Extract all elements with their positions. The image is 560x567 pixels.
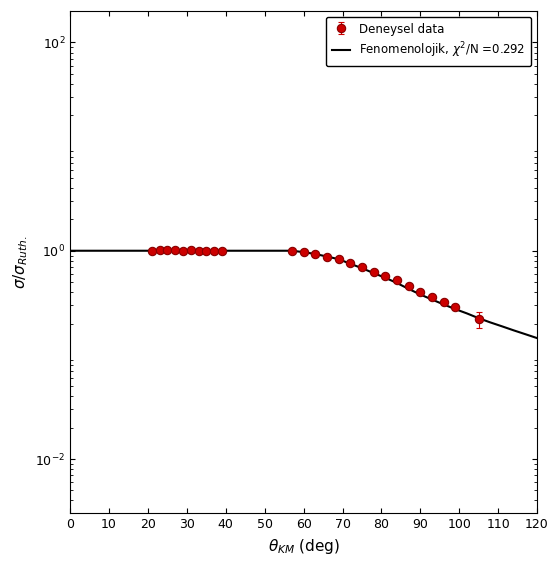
Fenomenolojik, $\chi^2$/N =0.292 <box>222 247 229 254</box>
Fenomenolojik, $\chi^2$/N =0.292 <box>464 310 470 317</box>
Fenomenolojik, $\chi^2$/N =0.292 <box>242 247 249 254</box>
Fenomenolojik, $\chi^2$/N =0.292 <box>475 315 482 321</box>
Fenomenolojik, $\chi^2$/N =0.292 <box>262 247 268 254</box>
Fenomenolojik, $\chi^2$/N =0.292 <box>106 247 113 254</box>
Fenomenolojik, $\chi^2$/N =0.292 <box>164 247 171 254</box>
Y-axis label: $\sigma/\sigma_{Ruth.}$: $\sigma/\sigma_{Ruth.}$ <box>11 235 30 289</box>
Fenomenolojik, $\chi^2$/N =0.292 <box>203 247 209 254</box>
Fenomenolojik, $\chi^2$/N =0.292 <box>510 327 517 334</box>
Fenomenolojik, $\chi^2$/N =0.292 <box>281 247 287 254</box>
Fenomenolojik, $\chi^2$/N =0.292 <box>370 270 377 277</box>
Fenomenolojik, $\chi^2$/N =0.292 <box>358 265 365 272</box>
Fenomenolojik, $\chi^2$/N =0.292 <box>440 301 447 308</box>
Fenomenolojik, $\chi^2$/N =0.292 <box>522 331 529 337</box>
Fenomenolojik, $\chi^2$/N =0.292 <box>288 247 295 254</box>
Fenomenolojik, $\chi^2$/N =0.292 <box>405 286 412 293</box>
Line: Fenomenolojik, $\chi^2$/N =0.292: Fenomenolojik, $\chi^2$/N =0.292 <box>70 251 537 338</box>
Fenomenolojik, $\chi^2$/N =0.292 <box>324 253 330 260</box>
Fenomenolojik, $\chi^2$/N =0.292 <box>347 260 354 267</box>
Fenomenolojik, $\chi^2$/N =0.292 <box>335 256 342 263</box>
Fenomenolojik, $\chi^2$/N =0.292 <box>86 247 93 254</box>
Fenomenolojik, $\chi^2$/N =0.292 <box>125 247 132 254</box>
Fenomenolojik, $\chi^2$/N =0.292 <box>382 274 389 281</box>
Fenomenolojik, $\chi^2$/N =0.292 <box>184 247 190 254</box>
Fenomenolojik, $\chi^2$/N =0.292 <box>144 247 151 254</box>
Fenomenolojik, $\chi^2$/N =0.292 <box>428 296 435 303</box>
Fenomenolojik, $\chi^2$/N =0.292 <box>394 280 400 286</box>
Fenomenolojik, $\chi^2$/N =0.292 <box>67 247 73 254</box>
X-axis label: $\theta_{KM}$ (deg): $\theta_{KM}$ (deg) <box>268 537 340 556</box>
Fenomenolojik, $\chi^2$/N =0.292 <box>312 251 319 257</box>
Fenomenolojik, $\chi^2$/N =0.292 <box>487 319 494 326</box>
Fenomenolojik, $\chi^2$/N =0.292 <box>534 335 540 341</box>
Fenomenolojik, $\chi^2$/N =0.292 <box>498 323 505 330</box>
Fenomenolojik, $\chi^2$/N =0.292 <box>300 249 307 256</box>
Legend: Deneysel data, Fenomenolojik, $\chi^2$/N =0.292: Deneysel data, Fenomenolojik, $\chi^2$/N… <box>326 17 531 66</box>
Fenomenolojik, $\chi^2$/N =0.292 <box>452 306 459 312</box>
Fenomenolojik, $\chi^2$/N =0.292 <box>417 291 424 298</box>
